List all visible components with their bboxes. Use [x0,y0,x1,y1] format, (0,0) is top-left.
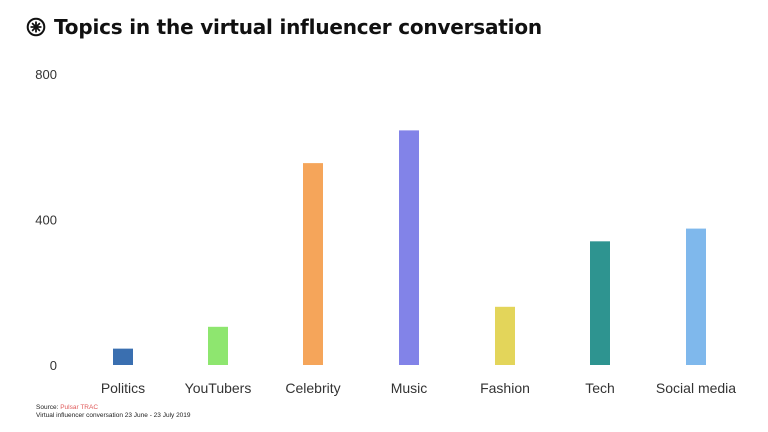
bar-tech [590,241,610,365]
source-prefix: Source: [36,404,59,411]
source-date-note: Virtual influencer conversation 23 June … [36,412,191,419]
x-axis: Politics YouTubers Celebrity Music Fashion Te… [101,380,736,396]
x-tick-label: Politics [101,380,145,396]
bar-youtubers [208,326,228,365]
x-tick-label: YouTubers [185,380,252,396]
pulsar-logo-icon [26,17,46,37]
source-note: Source: Pulsar TRAC Virtual influencer c… [36,404,191,420]
x-tick-label: Tech [585,380,615,396]
bar-fashion [495,306,515,365]
x-tick-label: Music [391,380,428,396]
y-tick-label: 0 [50,358,57,373]
bar-social-media [686,228,706,365]
page-title: Topics in the virtual influencer convers… [54,15,542,39]
x-tick-label: Celebrity [285,380,340,396]
bars [113,130,706,365]
x-tick-label: Fashion [480,380,530,396]
x-tick-label: Social media [656,380,736,396]
bar-politics [113,348,133,365]
source-name: Pulsar TRAC [60,404,99,411]
title-row: Topics in the virtual influencer convers… [26,15,542,39]
y-tick-label: 800 [35,67,57,82]
y-tick-label: 400 [35,213,57,228]
source-line: Source: Pulsar TRAC [36,404,191,412]
bar-music [399,130,419,365]
y-axis: 0 400 800 [35,67,57,373]
bar-celebrity [303,163,323,365]
